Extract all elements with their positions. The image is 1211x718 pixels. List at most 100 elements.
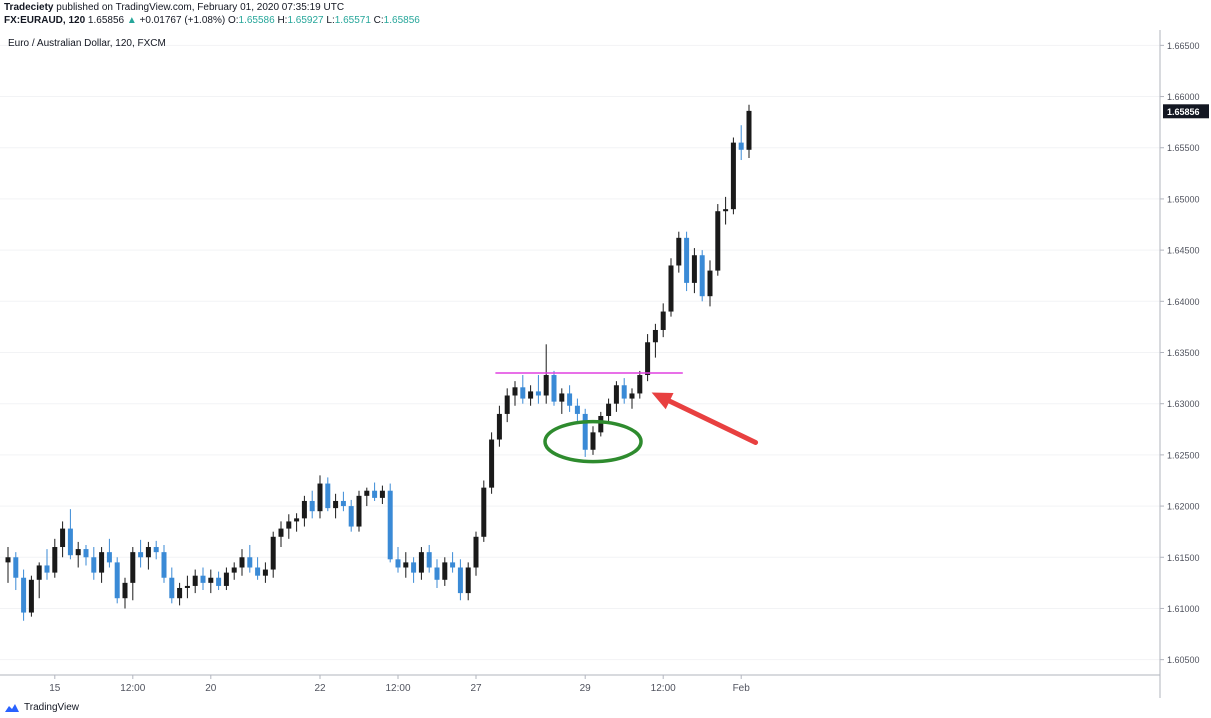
candle-body [590, 432, 596, 450]
candle-body [294, 518, 300, 522]
y-tick-label: 1.66500 [1167, 41, 1200, 51]
candle-body [730, 142, 736, 210]
candle-body [535, 391, 541, 396]
y-tick-label: 1.63500 [1167, 348, 1200, 358]
candle-body [473, 536, 479, 568]
candle-body [418, 552, 424, 573]
chart-area[interactable]: 1.66500 1.66000 1.65500 1.65000 1.64500 1.640… [0, 30, 1211, 698]
x-tick-label: 22 [314, 683, 326, 694]
candle-body [60, 528, 66, 548]
candle-body [67, 528, 73, 556]
close-value: 1.65856 [383, 15, 420, 26]
candle-body [504, 395, 510, 414]
candle-body [715, 211, 721, 271]
candle-body [231, 567, 237, 573]
candle-body [629, 393, 635, 399]
author-name[interactable]: Tradeciety [4, 2, 54, 13]
tradingview-logo-icon [5, 703, 19, 712]
annotations [495, 372, 759, 464]
y-tick-label: 1.65000 [1167, 194, 1200, 204]
candle-body [645, 342, 651, 376]
candle-body [91, 557, 97, 573]
grid [0, 44, 1160, 661]
candle-body [528, 391, 534, 399]
candle-body [395, 559, 401, 568]
candle-body [114, 562, 120, 599]
candle-body [582, 413, 588, 450]
candle-body [161, 552, 167, 578]
candle-body [426, 552, 432, 568]
candle-body [364, 490, 370, 496]
candle-body [177, 587, 183, 599]
candle-body [348, 506, 354, 527]
candle-body [325, 483, 331, 509]
arrow-head [651, 392, 674, 410]
candle-body [613, 385, 619, 404]
arrow-shaft [667, 398, 759, 445]
chart-title: Euro / Australian Dollar, 120, FXCM [8, 38, 166, 49]
time-axis[interactable]: 15 12:00 20 22 12:00 27 29 12:00 Feb [49, 675, 750, 694]
x-tick-label: 20 [205, 683, 217, 694]
candle-body [122, 582, 128, 599]
candle-body [278, 528, 284, 537]
candle-body [333, 500, 339, 509]
candle-body [684, 237, 690, 283]
candle-body [403, 562, 409, 568]
candle-body [723, 209, 729, 212]
candle-body [208, 577, 214, 583]
y-tick-label: 1.61500 [1167, 553, 1200, 563]
candle-body [75, 549, 81, 556]
candle-body [286, 521, 292, 529]
candle-body [559, 393, 565, 402]
candle-body [247, 557, 253, 568]
candle-body [738, 142, 744, 150]
candle-body [153, 547, 159, 553]
last-price: 1.65856 [87, 15, 125, 26]
y-tick-label: 1.65500 [1167, 143, 1200, 153]
footer: TradingView [4, 702, 79, 713]
candle-body [520, 387, 526, 399]
candle-body [223, 572, 229, 586]
candlestick-chart[interactable]: 1.66500 1.66000 1.65500 1.65000 1.64500 1.640… [0, 30, 1211, 698]
x-tick-label: 27 [470, 683, 482, 694]
candle-body [606, 403, 612, 416]
candle-body [270, 536, 276, 570]
x-tick-label: 15 [49, 683, 61, 694]
open-label: O: [227, 15, 239, 26]
candle-body [5, 557, 11, 563]
published-text: published on TradingView.com, February 0… [56, 2, 345, 13]
candle-body [356, 495, 362, 527]
candle-body [301, 500, 307, 519]
candle-body [543, 375, 549, 396]
y-tick-label: 1.64500 [1167, 246, 1200, 256]
high-value: 1.65927 [287, 15, 324, 26]
candle-body [130, 552, 136, 583]
candle-body [481, 487, 487, 537]
price-axis[interactable]: 1.66500 1.66000 1.65500 1.65000 1.64500 1.640… [1160, 41, 1209, 665]
candle-body [434, 567, 440, 580]
candle-body [13, 557, 19, 578]
candle-body [676, 237, 682, 266]
y-tick-label: 1.60500 [1167, 655, 1200, 665]
candle-body [340, 500, 346, 507]
candle-body [442, 562, 448, 580]
candle-body [83, 549, 89, 558]
candle-body [746, 110, 752, 150]
candle-body [489, 439, 495, 488]
tradingview-brand[interactable]: TradingView [24, 702, 80, 713]
candle-body [36, 565, 42, 580]
symbol-label: FX:EURAUD, 120 [4, 15, 86, 26]
candle-body [450, 562, 456, 568]
candle-body [145, 547, 151, 558]
candle-body [184, 585, 190, 588]
candle-body [28, 579, 34, 613]
candle-body [691, 255, 697, 283]
candle-body [621, 385, 627, 399]
y-tick-label: 1.66000 [1167, 92, 1200, 102]
candle-body [660, 311, 666, 330]
x-tick-label: Feb [733, 683, 751, 694]
up-triangle-icon: ▲ [126, 15, 137, 26]
open-value: 1.65586 [238, 15, 275, 26]
last-price-tag-label: 1.65856 [1167, 107, 1200, 117]
y-tick-label: 1.64000 [1167, 297, 1200, 307]
